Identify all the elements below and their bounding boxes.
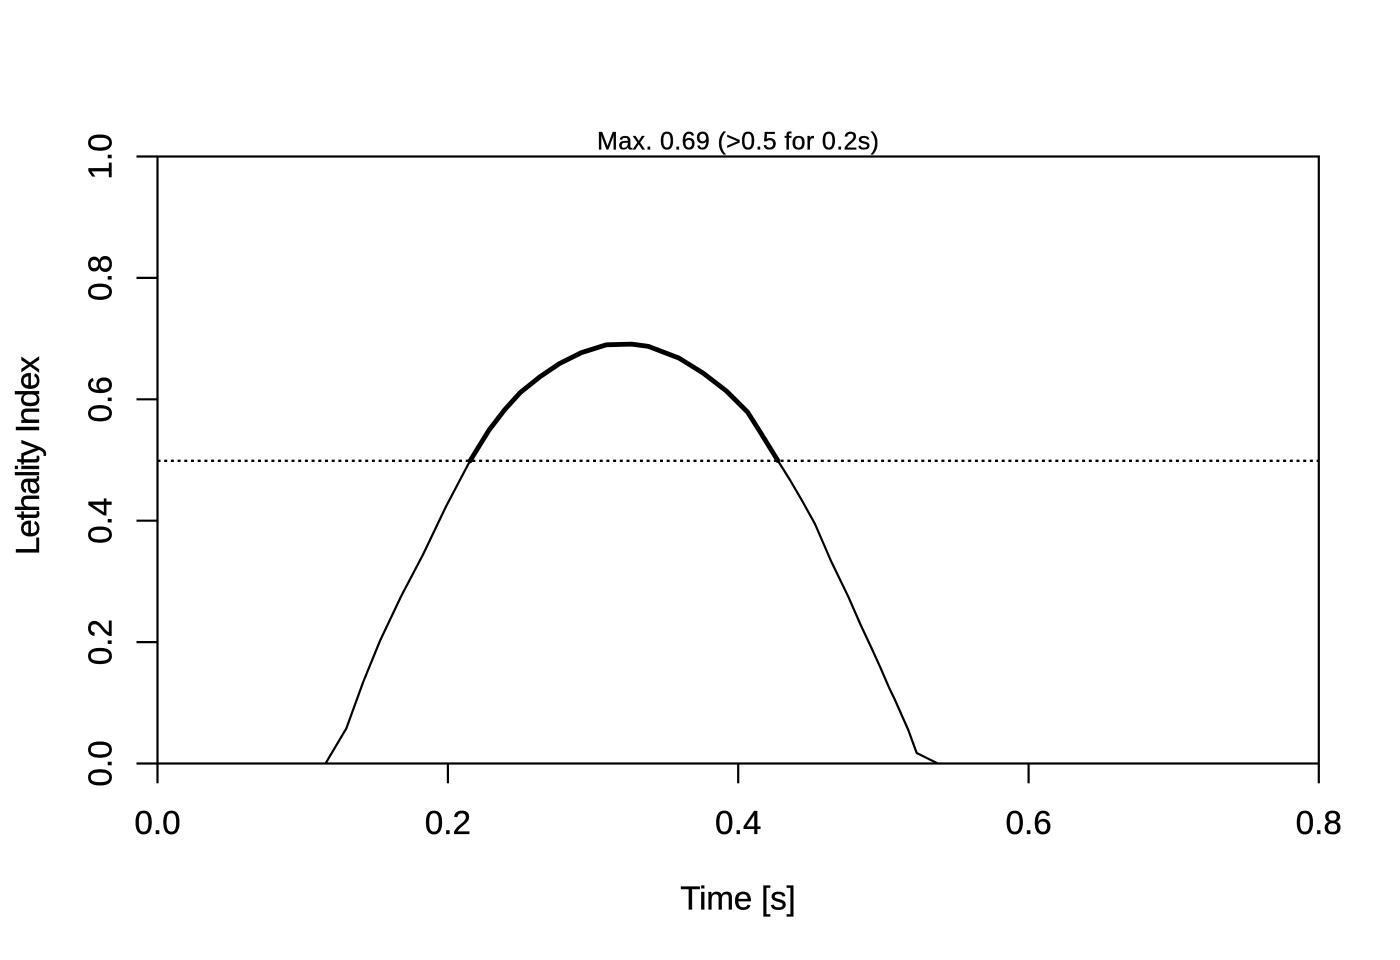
- svg-text:0.0: 0.0: [83, 740, 120, 786]
- svg-text:0.6: 0.6: [83, 376, 120, 422]
- svg-text:0.4: 0.4: [83, 498, 120, 544]
- svg-text:Lethality Index: Lethality Index: [10, 356, 47, 555]
- svg-text:1.0: 1.0: [83, 133, 120, 179]
- svg-text:0.2: 0.2: [83, 619, 120, 665]
- svg-text:0.0: 0.0: [134, 805, 180, 842]
- svg-text:0.4: 0.4: [715, 805, 761, 842]
- svg-text:0.2: 0.2: [425, 805, 471, 842]
- svg-text:Time [s]: Time [s]: [680, 880, 796, 917]
- svg-text:0.8: 0.8: [1296, 805, 1342, 842]
- svg-text:0.8: 0.8: [83, 255, 120, 301]
- svg-text:Max. 0.69 (>0.5 for 0.2s): Max. 0.69 (>0.5 for 0.2s): [597, 128, 879, 156]
- svg-text:0.6: 0.6: [1005, 805, 1051, 842]
